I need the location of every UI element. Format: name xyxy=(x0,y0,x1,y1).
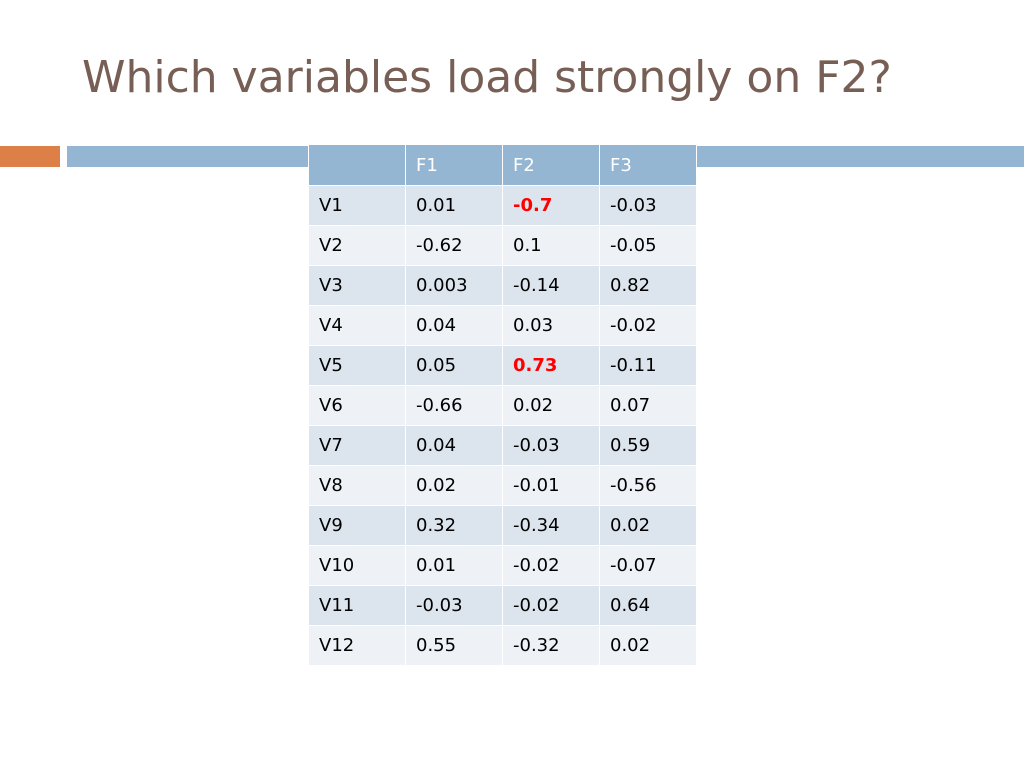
cell-f2: 0.03 xyxy=(502,305,600,346)
cell-f2: 0.1 xyxy=(502,225,600,266)
cell-f2: -0.01 xyxy=(502,465,600,506)
cell-f1: 0.04 xyxy=(405,305,503,346)
cell-f2: -0.02 xyxy=(502,585,600,626)
cell-f2: 0.73 xyxy=(502,345,600,386)
cell-variable: V10 xyxy=(308,545,406,586)
cell-variable: V2 xyxy=(308,225,406,266)
cell-f3: -0.56 xyxy=(599,465,697,506)
cell-f1: 0.04 xyxy=(405,425,503,466)
table-row: V1 0.01 -0.7 -0.03 xyxy=(308,185,697,226)
cell-f1: -0.62 xyxy=(405,225,503,266)
cell-f2: -0.02 xyxy=(502,545,600,586)
cell-f2: -0.32 xyxy=(502,625,600,666)
cell-variable: V7 xyxy=(308,425,406,466)
cell-f3: 0.02 xyxy=(599,505,697,546)
table-row: V11 -0.03 -0.02 0.64 xyxy=(308,585,697,626)
cell-f3: -0.07 xyxy=(599,545,697,586)
factor-loadings-table: F1 F2 F3 V1 0.01 -0.7 -0.03 V2 -0.62 0.1 -0.05 V… xyxy=(308,144,697,666)
cell-f1: 0.55 xyxy=(405,625,503,666)
cell-f3: -0.03 xyxy=(599,185,697,226)
header-cell-variable xyxy=(308,144,406,186)
header-cell-f3: F3 xyxy=(599,144,697,186)
cell-f2: -0.14 xyxy=(502,265,600,306)
cell-f2: -0.34 xyxy=(502,505,600,546)
header-cell-f1: F1 xyxy=(405,144,503,186)
table-row: V3 0.003 -0.14 0.82 xyxy=(308,265,697,306)
cell-variable: V6 xyxy=(308,385,406,426)
cell-variable: V5 xyxy=(308,345,406,386)
table-row: V8 0.02 -0.01 -0.56 xyxy=(308,465,697,506)
cell-f3: 0.07 xyxy=(599,385,697,426)
table-row: V9 0.32 -0.34 0.02 xyxy=(308,505,697,546)
cell-f1: 0.01 xyxy=(405,185,503,226)
slide-title: Which variables load strongly on F2? xyxy=(82,52,892,103)
cell-f1: 0.003 xyxy=(405,265,503,306)
cell-variable: V12 xyxy=(308,625,406,666)
cell-f1: 0.01 xyxy=(405,545,503,586)
cell-f2: 0.02 xyxy=(502,385,600,426)
table-row: V2 -0.62 0.1 -0.05 xyxy=(308,225,697,266)
accent-bar-orange xyxy=(0,146,60,167)
table-row: V5 0.05 0.73 -0.11 xyxy=(308,345,697,386)
cell-f3: -0.11 xyxy=(599,345,697,386)
cell-f2: -0.7 xyxy=(502,185,600,226)
cell-f2: -0.03 xyxy=(502,425,600,466)
table-row: V6 -0.66 0.02 0.07 xyxy=(308,385,697,426)
cell-f3: 0.02 xyxy=(599,625,697,666)
cell-variable: V4 xyxy=(308,305,406,346)
cell-variable: V1 xyxy=(308,185,406,226)
cell-f1: 0.02 xyxy=(405,465,503,506)
table-row: V4 0.04 0.03 -0.02 xyxy=(308,305,697,346)
table-row: V7 0.04 -0.03 0.59 xyxy=(308,425,697,466)
cell-f3: 0.59 xyxy=(599,425,697,466)
cell-f1: -0.03 xyxy=(405,585,503,626)
table-header-row: F1 F2 F3 xyxy=(308,144,697,186)
cell-f3: 0.64 xyxy=(599,585,697,626)
cell-f1: -0.66 xyxy=(405,385,503,426)
cell-variable: V9 xyxy=(308,505,406,546)
cell-variable: V8 xyxy=(308,465,406,506)
cell-f1: 0.05 xyxy=(405,345,503,386)
header-cell-f2: F2 xyxy=(502,144,600,186)
cell-f1: 0.32 xyxy=(405,505,503,546)
cell-variable: V3 xyxy=(308,265,406,306)
cell-f3: -0.05 xyxy=(599,225,697,266)
cell-f3: -0.02 xyxy=(599,305,697,346)
table-row: V12 0.55 -0.32 0.02 xyxy=(308,625,697,666)
cell-f3: 0.82 xyxy=(599,265,697,306)
table-row: V10 0.01 -0.02 -0.07 xyxy=(308,545,697,586)
cell-variable: V11 xyxy=(308,585,406,626)
